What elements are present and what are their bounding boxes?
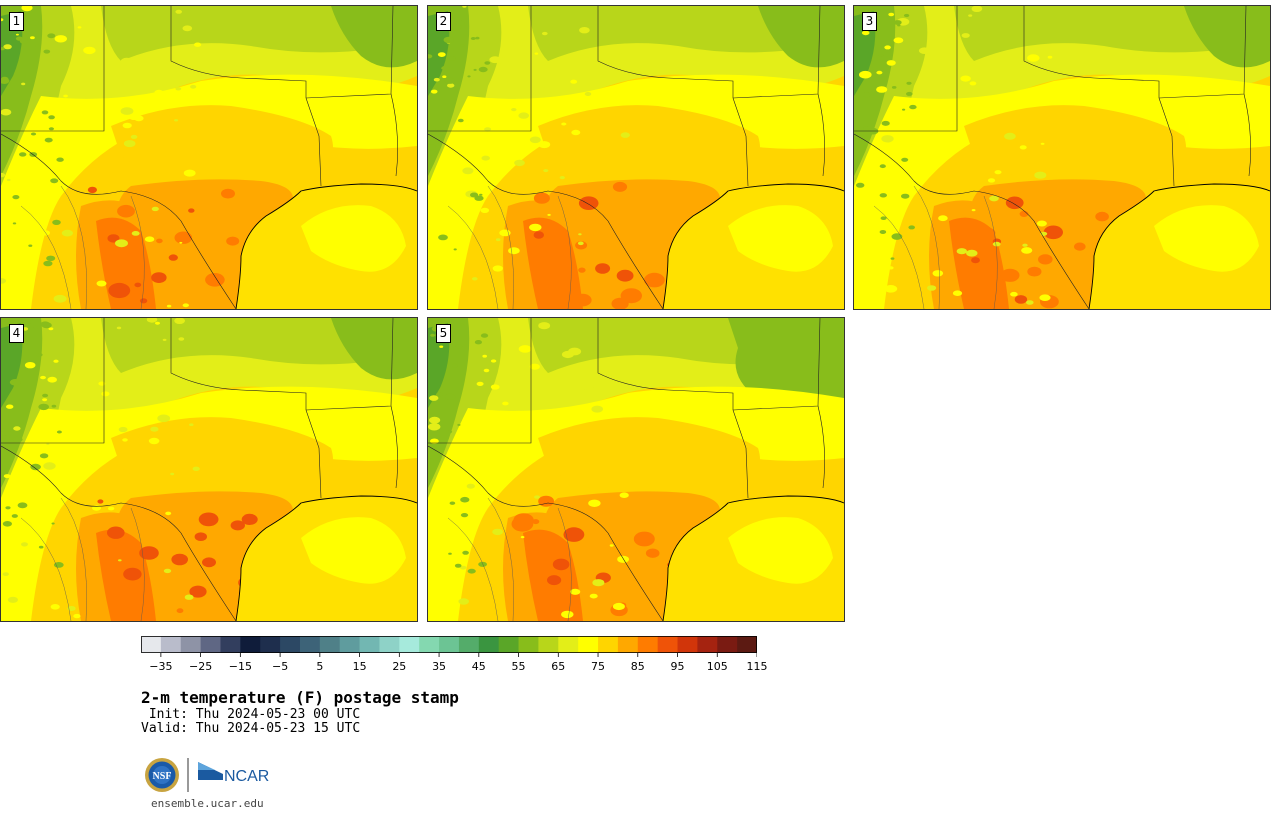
map-panel-3: 3 — [853, 5, 1271, 310]
colorbar-tick-label: −15 — [228, 660, 252, 673]
colorbar-swatch — [617, 636, 639, 653]
colorbar-swatch — [379, 636, 400, 653]
map-panel-4: 4 — [0, 317, 418, 622]
colorbar-swatch — [697, 636, 718, 653]
colorbar-tick-label: 65 — [551, 660, 566, 673]
plot-title: 2-m temperature (F) postage stamp — [141, 688, 459, 707]
colorbar-tick-label: −35 — [149, 660, 173, 673]
map-panel-2: 2 — [427, 5, 845, 310]
colorbar-swatch — [478, 636, 500, 653]
colorbar-swatch — [260, 636, 281, 653]
temperature-map-2 — [428, 6, 844, 309]
colorbar-swatch — [200, 636, 221, 653]
init-time: Init: Thu 2024-05-23 00 UTC — [141, 707, 361, 722]
temperature-map-4 — [1, 318, 417, 621]
colorbar-swatch — [220, 636, 241, 653]
nsf-seal-icon: NSF — [145, 758, 179, 792]
site-url: ensemble.ucar.edu — [151, 797, 264, 810]
panel-number: 5 — [436, 324, 451, 343]
ncar-mark-icon — [198, 762, 223, 780]
colorbar-swatch — [160, 636, 182, 653]
colorbar-swatch — [498, 636, 519, 653]
colorbar-swatch — [339, 636, 360, 653]
colorbar-swatch — [518, 636, 539, 653]
colorbar-tick-label: 5 — [316, 660, 324, 673]
colorbar-swatch — [399, 636, 420, 653]
colorbar-tick-label: 95 — [670, 660, 685, 673]
colorbar-swatch — [319, 636, 341, 653]
colorbar-swatch — [717, 636, 738, 653]
nsf-text: NSF — [153, 771, 172, 782]
colorbar — [141, 636, 757, 657]
colorbar-swatch — [737, 636, 757, 653]
colorbar-swatch — [598, 636, 619, 653]
colorbar-tick-label: 25 — [392, 660, 407, 673]
colorbar-tick-label: −5 — [271, 660, 289, 673]
colorbar-swatch — [240, 636, 261, 653]
colorbar-tick-label: 35 — [432, 660, 447, 673]
colorbar-swatch — [180, 636, 202, 653]
map-panel-5: 5 — [427, 317, 845, 622]
colorbar-swatch — [578, 636, 599, 653]
colorbar-swatch — [299, 636, 321, 653]
colorbar-swatch — [458, 636, 480, 653]
panel-number: 3 — [862, 12, 877, 31]
colorbar-swatch — [359, 636, 380, 653]
temperature-map-3 — [854, 6, 1270, 309]
colorbar-tick-label: 75 — [591, 660, 606, 673]
colorbar-swatch — [677, 636, 698, 653]
panel-number: 1 — [9, 12, 24, 31]
colorbar-swatch — [657, 636, 678, 653]
colorbar-tick-label: −25 — [189, 660, 213, 673]
colorbar-tick-label: 115 — [746, 660, 768, 673]
colorbar-swatch — [439, 636, 460, 653]
colorbar-swatch — [637, 636, 659, 653]
colorbar-swatch — [558, 636, 579, 653]
map-panel-1: 1 — [0, 5, 418, 310]
ncar-text: NCAR — [224, 768, 269, 785]
temperature-map-5 — [428, 318, 844, 621]
nsf-ncar-logo: NSF NCAR — [145, 758, 269, 792]
colorbar-swatch — [141, 636, 162, 653]
panel-number: 4 — [9, 324, 24, 343]
panel-number: 2 — [436, 12, 451, 31]
valid-time: Valid: Thu 2024-05-23 15 UTC — [141, 721, 361, 736]
colorbar-tick-label: 105 — [706, 660, 728, 673]
colorbar-tick-label: 85 — [630, 660, 645, 673]
colorbar-tick-label: 45 — [471, 660, 486, 673]
colorbar-tick-label: 15 — [352, 660, 367, 673]
colorbar-tick-label: 55 — [511, 660, 526, 673]
colorbar-swatch — [280, 636, 301, 653]
temperature-map-1 — [1, 6, 417, 309]
colorbar-swatch — [538, 636, 559, 653]
colorbar-swatch — [419, 636, 440, 653]
